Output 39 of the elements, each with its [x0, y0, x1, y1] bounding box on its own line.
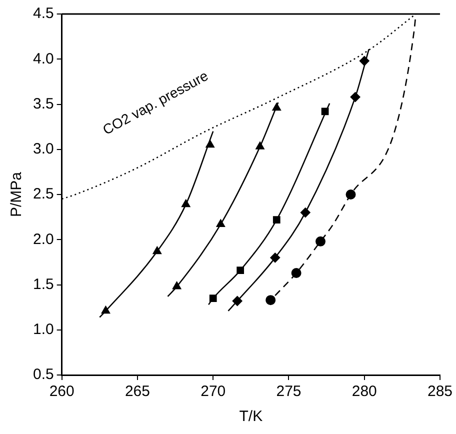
point [266, 295, 276, 306]
point [206, 140, 214, 148]
point [256, 142, 264, 150]
x-tick-label: 265 [124, 383, 150, 400]
point [291, 268, 302, 278]
point [359, 56, 370, 66]
point [300, 208, 310, 218]
y-tick-label: 3.5 [32, 95, 54, 112]
point [270, 252, 280, 263]
point [236, 266, 244, 274]
point [272, 216, 280, 224]
x-axis-title: T/K [239, 408, 263, 426]
point [101, 306, 110, 314]
point [152, 246, 162, 254]
point [350, 92, 360, 102]
point [209, 294, 217, 302]
point [172, 282, 182, 290]
y-tick-label: 2.0 [32, 230, 54, 248]
point [181, 199, 190, 208]
x-tick-label: 275 [276, 383, 302, 400]
y-tick-label: 2.5 [32, 186, 54, 203]
point [321, 108, 329, 116]
point [272, 102, 282, 111]
y-tick-label: 4.5 [32, 5, 54, 22]
y-axis-title: P/MPa [8, 171, 26, 218]
x-tick-label: 285 [427, 383, 453, 400]
y-tick-label: 1.0 [32, 321, 54, 338]
y-tick-label: 3.0 [32, 140, 54, 158]
point [216, 219, 226, 228]
point [232, 296, 242, 306]
x-tick-label: 260 [49, 383, 74, 400]
line-series [208, 102, 330, 306]
y-tick-label: 0.5 [32, 366, 54, 384]
y-tick-label: 4.0 [32, 50, 54, 68]
x-tick-label: 270 [200, 383, 226, 400]
y-tick-label: 1.5 [32, 276, 54, 293]
x-tick-label: 280 [352, 383, 377, 400]
point [316, 236, 326, 246]
point [346, 190, 356, 200]
